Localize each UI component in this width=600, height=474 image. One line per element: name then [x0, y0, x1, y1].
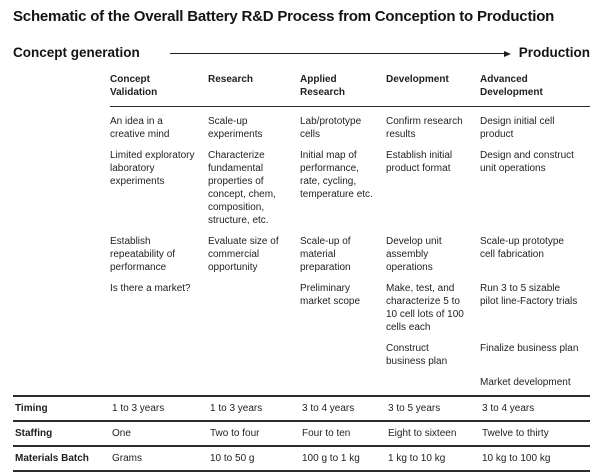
table-row: Limited exploratory laboratory experimen… — [110, 149, 590, 227]
table-cell — [208, 282, 300, 334]
summary-cell: 10 to 50 g — [210, 453, 255, 464]
column-header-row: Concept Validation Research Applied Resear… — [110, 73, 590, 107]
table-row: Is there a market? Preliminary market sco… — [110, 282, 590, 334]
summary-cell: 10 kg to 100 kg — [482, 453, 551, 464]
table-cell — [386, 376, 480, 389]
process-flow: Concept generation Production — [13, 45, 590, 60]
right-arrow-icon — [169, 50, 511, 57]
table-cell — [208, 376, 300, 389]
summary-cell: Eight to sixteen — [388, 428, 457, 439]
table-cell: Evaluate size of commercial opportunity — [208, 236, 279, 273]
column-header: Development — [386, 74, 449, 85]
table-cell: Scale-up experiments — [208, 116, 263, 140]
table-cell: Develop unit assembly operations — [386, 236, 442, 273]
table-cell — [110, 376, 208, 389]
page-title: Schematic of the Overall Battery R&D Pro… — [13, 8, 555, 25]
table-cell: Limited exploratory laboratory experimen… — [110, 150, 195, 187]
table-cell — [208, 342, 300, 368]
table-cell: Establish initial product format — [386, 150, 453, 174]
table-cell: Scale-up of material preparation — [300, 236, 351, 273]
table-row: An idea in a creative mind Scale-up exper… — [110, 115, 590, 141]
table-cell — [110, 342, 208, 368]
summary-cell: 3 to 4 years — [482, 403, 535, 414]
table-row: Construct business plan Finalize business… — [110, 342, 590, 368]
summary-row-label: Timing — [15, 403, 48, 414]
table-cell: Is there a market? — [110, 283, 191, 294]
table-cell: Finalize business plan — [480, 343, 579, 354]
arrow-line — [169, 52, 504, 55]
table-row: Market development — [110, 376, 590, 389]
summary-cell: 1 kg to 10 kg — [388, 453, 446, 464]
table-body: An idea in a creative mind Scale-up exper… — [13, 115, 590, 389]
table-cell: Market development — [480, 377, 571, 388]
table-cell: Characterize fundamental properties of c… — [208, 150, 276, 226]
summary-cell: Four to ten — [302, 428, 351, 439]
table-cell: Lab/prototype cells — [300, 116, 362, 140]
table-cell — [300, 376, 386, 389]
table-cell: Initial map of performance, rate, cyclin… — [300, 150, 373, 200]
summary-cell: One — [112, 428, 131, 439]
summary-cell: Two to four — [210, 428, 260, 439]
summary-row: Timing 1 to 3 years 1 to 3 years 3 to 4 yea… — [13, 395, 590, 420]
summary-cell: 1 to 3 years — [112, 403, 165, 414]
flow-end-label: Production — [518, 45, 590, 60]
column-header: Applied Research — [300, 74, 346, 98]
table-cell: Construct business plan — [386, 343, 448, 367]
table-cell: Preliminary market scope — [300, 283, 361, 307]
table-cell: Design and construct unit operations — [480, 150, 574, 174]
stage-table: Concept Validation Research Applied Resear… — [13, 73, 590, 389]
table-cell: Run 3 to 5 sizable pilot line-Factory tr… — [480, 283, 578, 307]
summary-cell: 1 to 3 years — [210, 403, 263, 414]
summary-cell: Grams — [112, 453, 142, 464]
summary-cell: Twelve to thirty — [482, 428, 549, 439]
table-cell: Establish repeatability of performance — [110, 236, 176, 273]
table-cell: Make, test, and characterize 5 to 10 cel… — [386, 283, 464, 333]
table-cell: An idea in a creative mind — [110, 116, 170, 140]
table-row: Establish repeatability of performance Ev… — [110, 235, 590, 274]
summary-cell: 3 to 4 years — [302, 403, 355, 414]
column-header: Concept Validation — [110, 74, 158, 98]
table-cell — [300, 342, 386, 368]
summary-cell: 3 to 5 years — [388, 403, 441, 414]
summary-row-label: Materials Batch — [15, 453, 89, 464]
column-header: Research — [208, 74, 254, 85]
summary-row: Staffing One Two to four Four to ten Eight t… — [13, 420, 590, 445]
summary-cell: 100 g to 1 kg — [302, 453, 360, 464]
summary-table: Timing 1 to 3 years 1 to 3 years 3 to 4 yea… — [13, 395, 590, 472]
summary-row: Materials Batch Grams 10 to 50 g 100 g to 1… — [13, 445, 590, 470]
table-cell: Design initial cell product — [480, 116, 555, 140]
arrow-head — [503, 50, 511, 57]
table-cell: Confirm research results — [386, 116, 463, 140]
table-cell: Scale-up prototype cell fabrication — [480, 236, 564, 260]
column-header: Advanced Development — [480, 74, 543, 98]
flow-start-label: Concept generation — [13, 45, 140, 60]
summary-row-label: Staffing — [15, 428, 53, 439]
